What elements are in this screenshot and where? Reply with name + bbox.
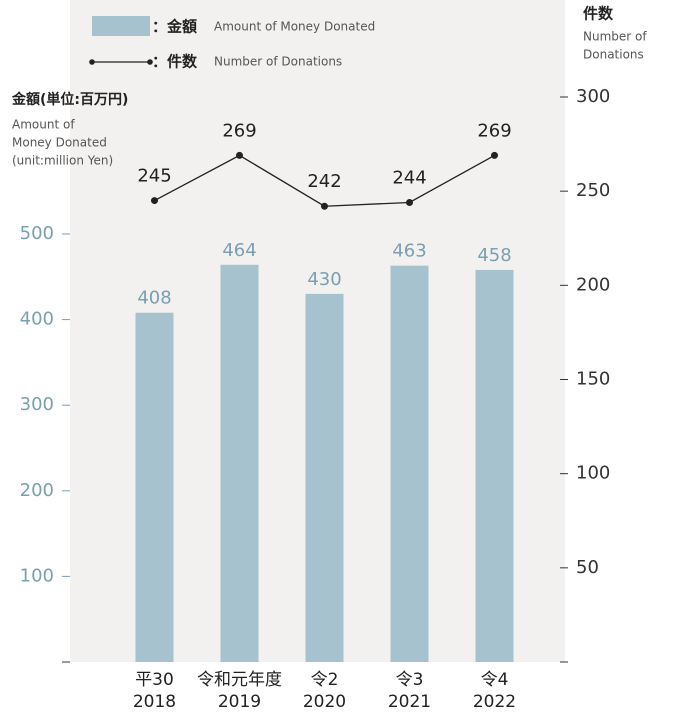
line-value-label: 245 <box>137 166 171 187</box>
y-tick-label: 400 <box>20 309 54 330</box>
y2-axis-label-en: Number of <box>583 30 647 44</box>
bar <box>305 293 344 662</box>
x-tick-label: 令2 <box>311 670 339 690</box>
bar-value-label: 408 <box>137 288 171 309</box>
bar <box>135 312 174 662</box>
bar <box>475 269 514 662</box>
y2-axis-label-en: Donations <box>583 48 644 62</box>
line-point <box>151 197 158 205</box>
line-value-label: 269 <box>222 120 256 141</box>
y-tick-label: 200 <box>20 480 54 501</box>
bar-value-label: 463 <box>392 241 426 262</box>
legend-label: ：件数 <box>152 53 198 71</box>
x-tick-label: 平30 <box>135 670 174 690</box>
bar-value-label: 464 <box>222 240 256 261</box>
x-tick-year: 2019 <box>218 692 261 712</box>
y-tick-label: 100 <box>20 565 54 586</box>
y2-tick-label: 250 <box>576 180 610 201</box>
y2-axis-label: 件数 <box>583 5 614 23</box>
line-value-label: 242 <box>307 171 341 192</box>
y-axis-label: 金額(単位:百万円) <box>11 91 128 108</box>
x-tick-year: 2020 <box>303 692 346 712</box>
legend-label-en: Amount of Money Donated <box>214 20 375 34</box>
y2-tick-label: 150 <box>576 369 610 390</box>
x-tick-year: 2022 <box>473 692 516 712</box>
x-tick-label: 令3 <box>396 670 424 690</box>
line-value-label: 269 <box>477 120 511 141</box>
line-point <box>236 151 243 159</box>
bar-value-label: 430 <box>307 269 341 290</box>
line-point <box>321 202 328 210</box>
bar <box>220 264 259 662</box>
y-axis-label-en: (unit:million Yen) <box>12 154 113 168</box>
y-tick-label: 500 <box>20 223 54 244</box>
y-tick-label: 300 <box>20 394 54 415</box>
legend-dot <box>89 59 95 65</box>
y-axis-label-en: Amount of <box>12 118 75 132</box>
x-tick-label: 令和元年度 <box>197 670 282 690</box>
line-point <box>406 198 413 206</box>
y2-tick-label: 100 <box>576 463 610 484</box>
x-tick-year: 2018 <box>133 692 176 712</box>
bar-value-label: 458 <box>477 245 511 266</box>
line-value-label: 244 <box>392 167 426 188</box>
y2-tick-label: 200 <box>576 274 610 295</box>
y2-tick-label: 50 <box>576 557 599 578</box>
bar <box>390 265 429 662</box>
line-point <box>491 151 498 159</box>
legend-dot <box>147 59 153 65</box>
x-tick-label: 令4 <box>481 670 509 690</box>
legend-label: ：金額 <box>152 18 197 36</box>
legend-label-en: Number of Donations <box>214 55 342 69</box>
y-axis-label-en: Money Donated <box>12 136 107 150</box>
x-tick-year: 2021 <box>388 692 431 712</box>
y2-tick-label: 300 <box>576 86 610 107</box>
legend-swatch-bar <box>92 16 150 36</box>
